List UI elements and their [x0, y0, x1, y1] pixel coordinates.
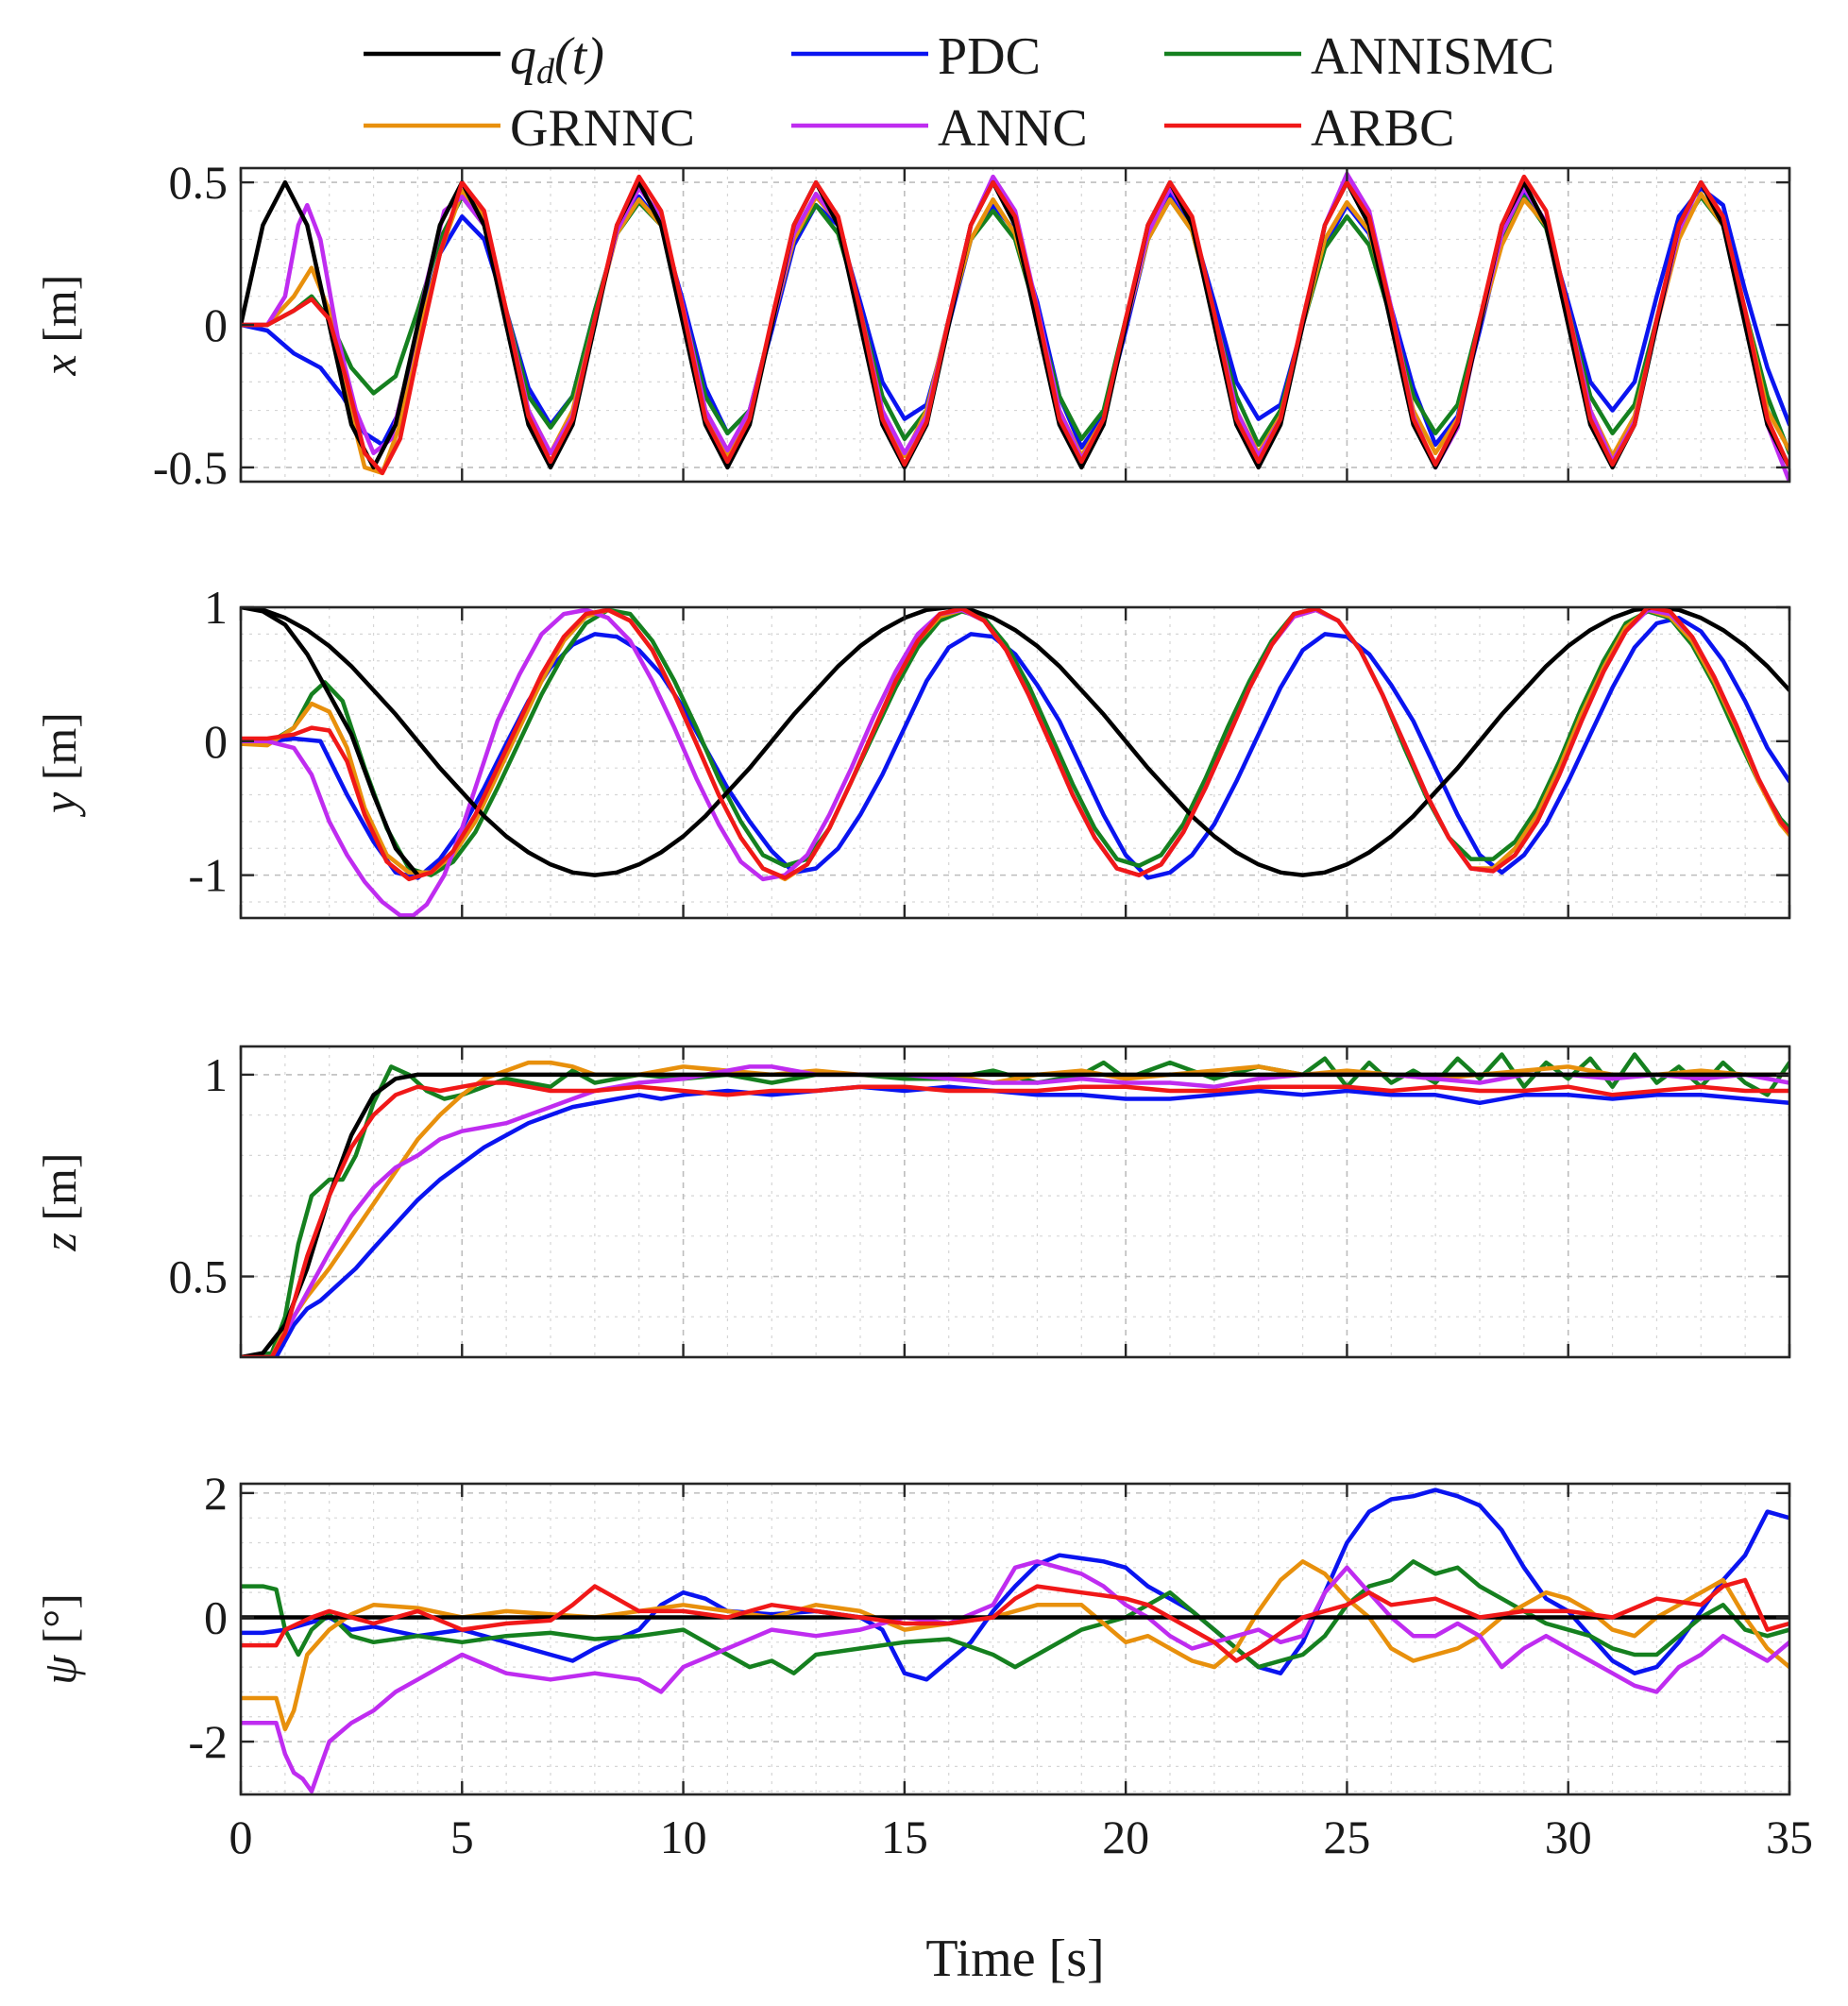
y-axis-label-var: x [33, 343, 86, 377]
panel-x: -0.5 0 0.5 x [m] [33, 156, 1791, 494]
legend-label-annc: ANNC [938, 99, 1088, 158]
series-line-z-annc [241, 1064, 1789, 1357]
x-tick-label: 20 [1102, 1810, 1149, 1863]
legend-label-pdc: PDC [938, 27, 1041, 86]
y-axis-label-psi: ψ [°] [33, 1593, 86, 1685]
legend-label-grnnc: GRNNC [510, 99, 695, 158]
series-line-x-arbc [241, 174, 1789, 476]
legend-entry-grnnc: GRNNC [364, 99, 695, 158]
panel-z: 0.5 1 z [m] [33, 1045, 1791, 1359]
legend-label-arbc: ARBC [1311, 99, 1455, 158]
legend-label-qd-sub: d [536, 52, 555, 92]
legend-entry-arbc: ARBC [1164, 99, 1455, 158]
y-axis-label-unit: [m] [33, 275, 86, 343]
series-line-z-annismc [241, 1052, 1789, 1357]
series-line-psi-arbc [241, 1577, 1789, 1663]
y-tick-label-psi: -2 [188, 1715, 228, 1768]
y-tick-label-x: -0.5 [153, 441, 228, 494]
axes-frame-psi [239, 1482, 1791, 1796]
legend-entry-qd: qd(t) [364, 27, 604, 92]
series-line-y-annismc [241, 607, 1789, 877]
legend-entry-pdc: PDC [791, 27, 1041, 86]
series-line-y-grnnc [241, 607, 1789, 882]
series-line-z-arbc [241, 1080, 1789, 1357]
series-group-psi [241, 1488, 1789, 1794]
x-tick-label: 25 [1323, 1810, 1370, 1863]
y-axis-label-unit: [m] [33, 712, 86, 780]
legend-label-qd: qd(t) [510, 27, 604, 92]
y-axis-label-var: z [33, 1221, 86, 1252]
x-tick-label: 0 [229, 1810, 253, 1863]
x-tick-label: 30 [1545, 1810, 1592, 1863]
legend-label-annismc: ANNISMC [1311, 27, 1554, 86]
y-tick-label-z: 1 [204, 1048, 228, 1101]
y-axis-label-var: ψ [33, 1643, 86, 1685]
series-line-y-qd [241, 607, 1789, 877]
y-tick-label-psi: 2 [204, 1467, 228, 1520]
x-tick-label: 10 [660, 1810, 707, 1863]
y-axis-label-x: x [m] [33, 275, 86, 377]
series-line-x-grnnc [241, 188, 1789, 476]
y-tick-label-x: 0 [204, 298, 228, 351]
series-line-y-qd_overlay [241, 607, 420, 877]
series-group-z [241, 1052, 1789, 1357]
series-line-psi-annc [241, 1559, 1789, 1794]
y-axis-label-z: z [m] [33, 1152, 86, 1251]
legend-label-qd-tail: (t) [554, 27, 604, 86]
series-line-z-qd [241, 1072, 1789, 1357]
legend: qd(t) PDC ANNISMC GRNNC ANNC ARBC [364, 27, 1554, 158]
panel-y: -1 0 1 y [m] [33, 581, 1791, 920]
legend-label-qd-main: q [510, 27, 536, 86]
series-group-y [241, 607, 1789, 918]
y-tick-label-y: 0 [204, 715, 228, 768]
legend-entry-annc: ANNC [791, 99, 1088, 158]
y-axis-label-unit: [°] [33, 1593, 86, 1643]
series-line-z-pdc [241, 1084, 1789, 1357]
series-group-x [241, 171, 1789, 482]
y-tick-label-z: 0.5 [169, 1250, 229, 1303]
series-line-z-grnnc [241, 1060, 1789, 1357]
y-axis-label-var: y [33, 780, 86, 818]
x-tick-label: 15 [881, 1810, 928, 1863]
axes-frame-y [239, 605, 1791, 920]
series-line-y-arbc [241, 607, 1789, 882]
axes-frame-z [239, 1045, 1791, 1359]
y-tick-label-y: -1 [188, 849, 228, 902]
y-tick-label-x: 0.5 [169, 156, 229, 209]
y-axis-label-unit: [m] [33, 1152, 86, 1220]
x-tick-label: 35 [1766, 1810, 1813, 1863]
legend-entry-annismc: ANNISMC [1164, 27, 1554, 86]
x-axis-label: Time [s] [925, 1930, 1104, 1988]
y-tick-label-psi: 0 [204, 1590, 228, 1643]
x-tick-label: 5 [450, 1810, 474, 1863]
series-line-psi-pdc [241, 1488, 1789, 1682]
y-tick-label-y: 1 [204, 581, 228, 634]
series-line-psi-grnnc [241, 1559, 1789, 1732]
y-axis-label-y: y [m] [33, 712, 86, 818]
